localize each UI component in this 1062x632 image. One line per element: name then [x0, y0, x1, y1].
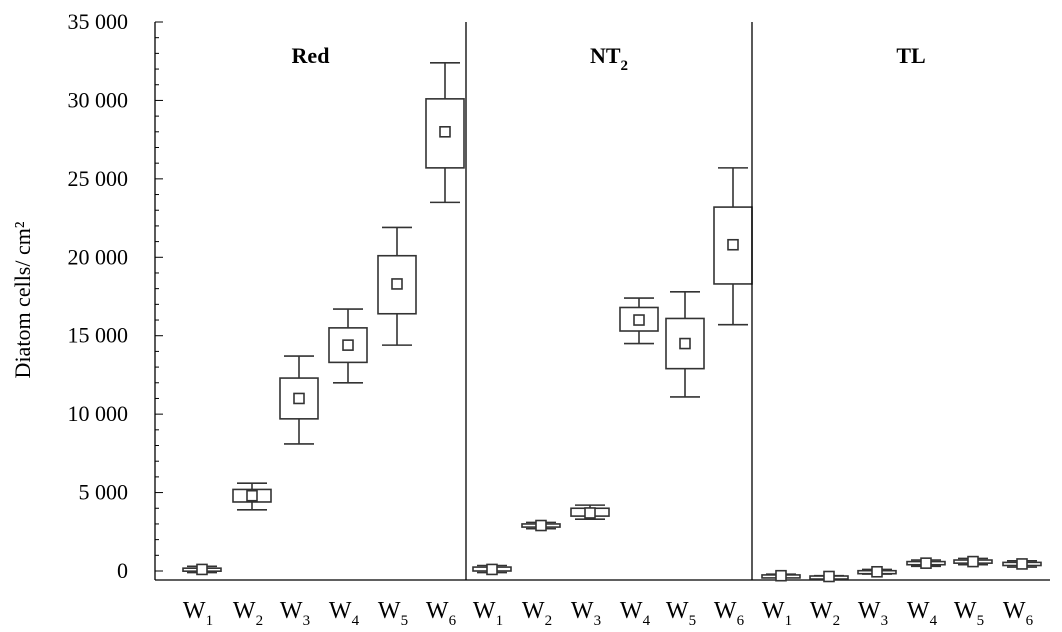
x-axis-labels: W1 W2 W3 W4 W5 W6 W1 W2 W3 W4 W5 W6 W1 W2 W3 W4 W5 W6: [183, 598, 1034, 629]
box-6: [425, 61, 465, 204]
box-1: [182, 563, 222, 576]
median-marker: [871, 565, 883, 578]
panel-2: NT2: [465, 22, 753, 580]
median-marker: [342, 339, 354, 351]
panel-title: TL: [896, 43, 925, 68]
x-tick-label: W2: [522, 598, 552, 629]
median-marker: [1016, 558, 1028, 570]
x-tick-label: W4: [620, 598, 651, 629]
box-1: [761, 569, 801, 582]
panel-1: Red: [182, 43, 465, 576]
box-5: [377, 226, 417, 346]
x-tick-label: W5: [666, 598, 696, 629]
box-5: [665, 290, 705, 398]
x-tick-label: W6: [1003, 598, 1034, 629]
x-tick-label: W4: [907, 598, 938, 629]
y-tick-label: 30 000: [68, 87, 129, 112]
box-2: [232, 482, 272, 511]
plot-frame: [154, 22, 1050, 581]
box-3: [570, 504, 610, 521]
box-4: [906, 557, 946, 569]
box-1: [472, 563, 512, 576]
panel-title: Red: [292, 43, 330, 68]
y-tick-label: 10 000: [68, 401, 129, 426]
median-marker: [967, 555, 979, 568]
x-tick-label: W6: [714, 598, 745, 629]
median-marker: [823, 570, 835, 583]
median-marker: [246, 489, 258, 502]
x-tick-label: W1: [183, 598, 213, 629]
panel-title: NT2: [590, 43, 628, 74]
box-6: [713, 167, 753, 326]
x-tick-label: W2: [810, 598, 840, 629]
panel-3: TL: [751, 22, 1042, 583]
median-marker: [775, 569, 787, 582]
x-tick-label: W5: [954, 598, 984, 629]
x-tick-label: W3: [571, 598, 601, 629]
box-6: [1002, 558, 1042, 570]
x-tick-label: W3: [858, 598, 888, 629]
x-tick-label: W1: [762, 598, 792, 629]
y-tick-label: 0: [117, 558, 128, 583]
x-tick-label: W3: [280, 598, 310, 629]
box-4: [328, 308, 368, 384]
box-4: [619, 297, 659, 345]
y-tick-label: 5 000: [79, 480, 129, 505]
y-axis-title: Diatom cells/ cm²: [10, 221, 35, 378]
median-marker: [584, 507, 596, 519]
median-marker: [439, 126, 451, 138]
x-tick-label: W5: [378, 598, 408, 629]
median-marker: [633, 314, 645, 326]
y-axis: 0 5 000 10 000 15 000 20 000 25 000 30 000 35 0…: [68, 9, 163, 583]
y-tick-label: 20 000: [68, 244, 129, 269]
y-tick-label: 35 000: [68, 9, 129, 34]
box-2: [809, 570, 849, 583]
x-tick-label: W4: [329, 598, 360, 629]
median-marker: [486, 563, 498, 576]
panels: Red NT2 TL: [182, 22, 1042, 583]
y-tick-label: 15 000: [68, 323, 129, 348]
box-5: [953, 555, 993, 568]
box-2: [521, 519, 561, 532]
y-tick-label: 25 000: [68, 166, 129, 191]
x-tick-label: W6: [426, 598, 457, 629]
median-marker: [293, 392, 305, 405]
x-tick-label: W1: [473, 598, 503, 629]
median-marker: [391, 278, 403, 290]
median-marker: [535, 519, 547, 532]
box-3: [857, 565, 897, 578]
x-tick-label: W2: [233, 598, 263, 629]
median-marker: [727, 238, 739, 251]
box-3: [279, 355, 319, 445]
median-marker: [920, 557, 932, 569]
median-marker: [679, 337, 691, 350]
median-marker: [196, 563, 208, 576]
